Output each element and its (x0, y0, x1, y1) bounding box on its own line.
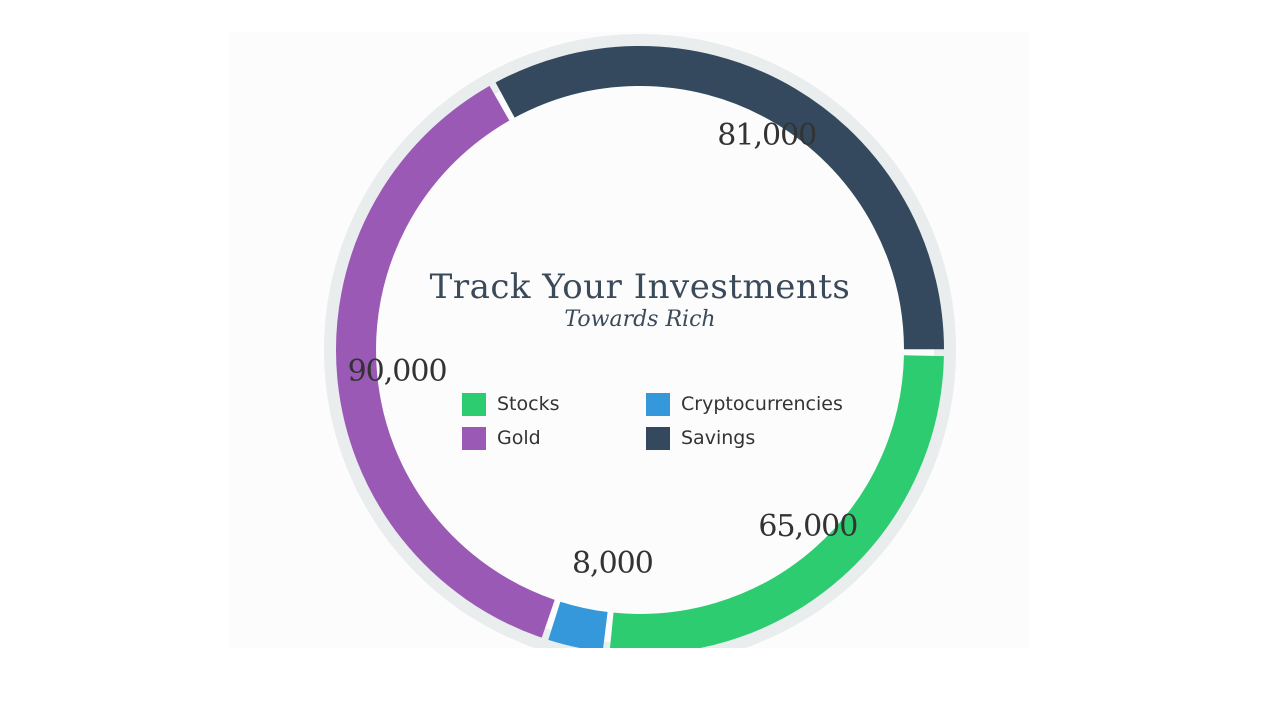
legend-item-gold: Gold (462, 427, 541, 450)
chart-title: Track Your Investments (430, 267, 851, 307)
chart-subtitle: Towards Rich (564, 307, 715, 332)
slice-cryptocurrencies (548, 601, 608, 648)
legend-label-cryptocurrencies: Cryptocurrencies (681, 393, 843, 415)
legend-swatch-stocks (462, 393, 486, 416)
value-label-gold: 90,000 (348, 354, 447, 389)
legend-swatch-cryptocurrencies (646, 393, 670, 416)
legend: Stocks Cryptocurrencies Gold Savings (462, 393, 843, 450)
value-label-cryptocurrencies: 8,000 (572, 546, 653, 581)
chart-panel: 65,000 8,000 90,000 81,000 Track Your Inves… (230, 32, 1030, 648)
value-label-stocks: 65,000 (758, 509, 857, 544)
slices-group (336, 46, 944, 648)
ring-track (324, 34, 956, 648)
value-labels-group: 65,000 8,000 90,000 81,000 (348, 118, 859, 581)
legend-item-stocks: Stocks (462, 393, 559, 416)
donut-chart: 65,000 8,000 90,000 81,000 Track Your Inves… (324, 34, 956, 648)
slice-stocks (609, 355, 944, 648)
legend-label-gold: Gold (497, 427, 541, 449)
legend-swatch-gold (462, 427, 486, 450)
value-label-savings: 81,000 (717, 118, 816, 153)
legend-swatch-savings (646, 427, 670, 450)
legend-label-savings: Savings (681, 427, 755, 449)
slice-gold (336, 85, 555, 638)
legend-item-savings: Savings (646, 427, 755, 450)
legend-label-stocks: Stocks (497, 393, 559, 415)
legend-item-cryptocurrencies: Cryptocurrencies (646, 393, 843, 416)
slice-savings (495, 46, 944, 350)
